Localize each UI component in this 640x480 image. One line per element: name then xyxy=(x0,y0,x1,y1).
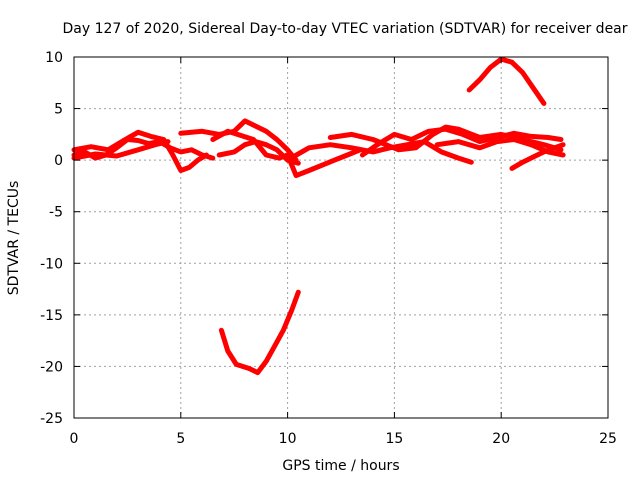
x-axis-label: GPS time / hours xyxy=(282,458,399,474)
series-line-sat-m xyxy=(434,137,566,158)
y-tick-label: 10 xyxy=(45,50,63,66)
y-tick-label: 0 xyxy=(54,153,63,169)
series-line-sat-d xyxy=(178,118,299,163)
series-line-sat-a xyxy=(71,137,216,161)
x-tick-labels: 0 5 10 15 20 25 xyxy=(70,431,617,447)
series-group xyxy=(71,56,566,376)
x-tick-label: 0 xyxy=(70,431,79,447)
series-line-sat-k xyxy=(466,56,547,106)
y-tick-label: -5 xyxy=(49,205,63,221)
ticks xyxy=(73,56,609,419)
x-tick-label: 20 xyxy=(492,431,510,447)
x-tick-label: 10 xyxy=(279,431,297,447)
series-line-sat-l xyxy=(509,142,566,171)
series-line-sat-c xyxy=(71,139,171,161)
y-tick-labels: -25 -20 -15 -10 -5 0 5 10 xyxy=(40,50,63,427)
plot-frame xyxy=(73,56,609,419)
chart-title: Day 127 of 2020, Sidereal Day-to-day VTE… xyxy=(62,21,627,37)
series-line-sat-g xyxy=(218,289,301,376)
y-tick-label: -20 xyxy=(40,359,63,375)
y-tick-label: -25 xyxy=(40,411,63,427)
series-line-sat-b xyxy=(71,129,209,173)
x-tick-label: 5 xyxy=(176,431,185,447)
x-tick-label: 15 xyxy=(385,431,403,447)
y-tick-label: 5 xyxy=(54,102,63,118)
y-tick-label: -15 xyxy=(40,308,63,324)
x-tick-label: 25 xyxy=(599,431,617,447)
grid xyxy=(74,57,608,418)
series-line-sat-j xyxy=(359,126,564,158)
y-tick-label: -10 xyxy=(40,256,63,272)
y-axis-label: SDTVAR / TECUs xyxy=(6,181,22,296)
series-line-sat-e xyxy=(210,128,363,179)
